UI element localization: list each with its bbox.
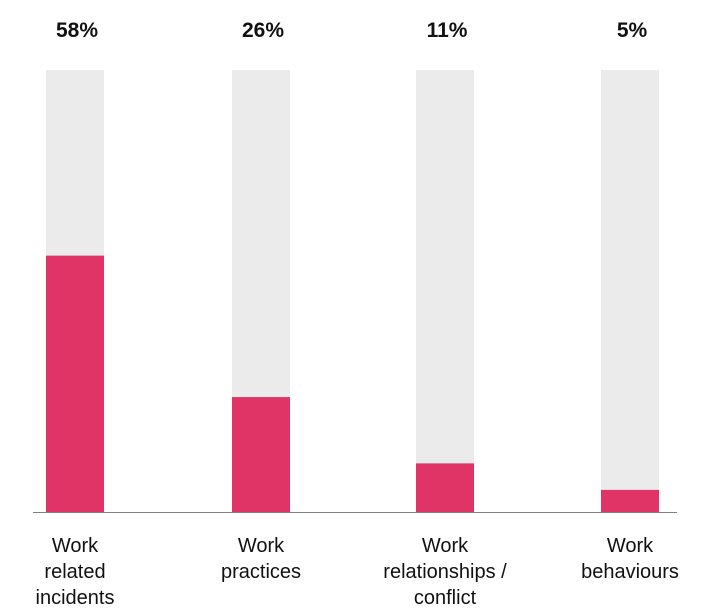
category-label-1: Work related incidents [36,535,115,609]
category-label-line: behaviours [581,561,679,583]
category-label-line: incidents [36,587,115,609]
category-label-3: Work relationships / conflict [383,535,507,609]
bar-1 [46,255,104,512]
bar-4 [601,489,659,512]
value-label-3: 11% [427,19,468,42]
value-label-1: 58% [56,19,98,42]
category-label-line: Work [238,535,285,557]
category-label-line: practices [221,561,301,583]
category-label-line: related [44,561,105,583]
category-labels: Work related incidents Work practices Work rel… [36,535,679,609]
bars [46,255,659,512]
value-label-4: 5% [617,19,648,42]
bar-track-4 [601,70,659,512]
category-label-line: Work [607,535,654,557]
value-label-2: 26% [242,19,284,42]
category-label-4: Work behaviours [581,535,679,583]
category-label-line: conflict [414,587,477,609]
bar-tracks [46,70,659,512]
category-label-line: Work [52,535,99,557]
value-labels: 58% 26% 11% 5% [56,19,648,42]
category-label-line: relationships / [383,561,507,583]
bar-3 [416,463,474,512]
category-label-2: Work practices [221,535,301,583]
category-label-line: Work [422,535,469,557]
bar-track-3 [416,70,474,512]
bar-2 [232,397,290,512]
